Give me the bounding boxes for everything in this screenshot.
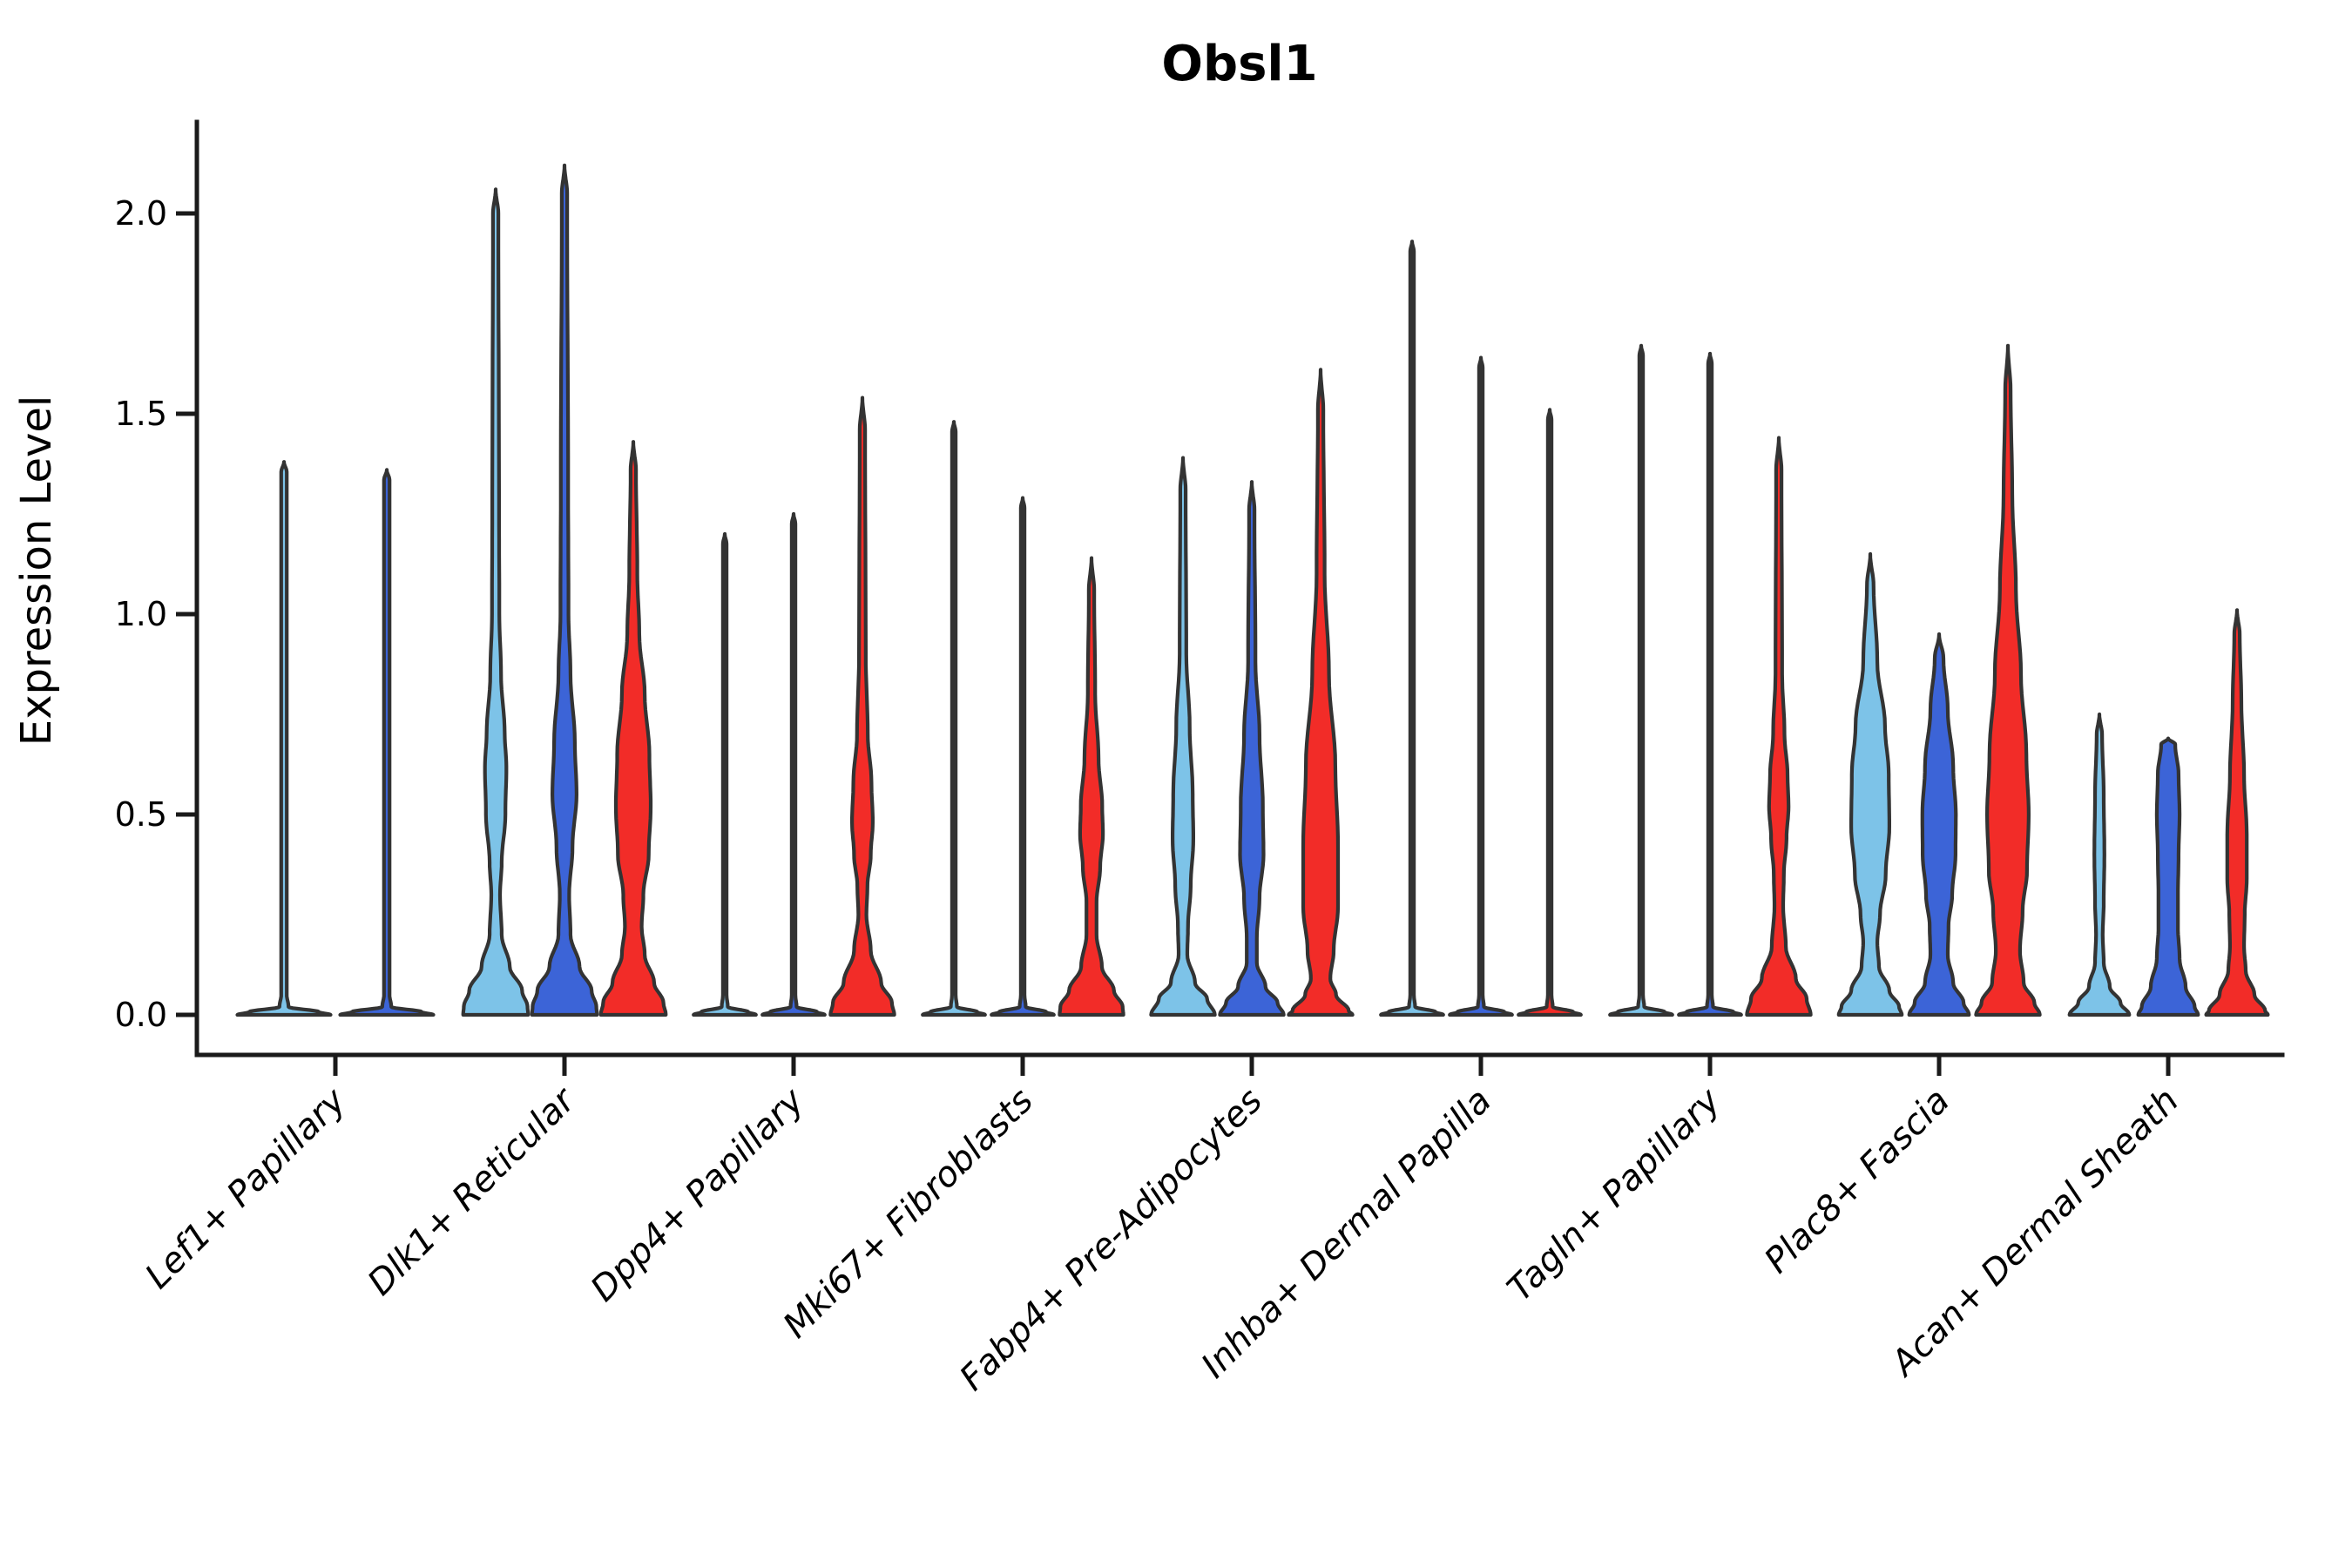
violin-dpp4-papillary-light-blue [692, 531, 758, 1017]
x-tick-label-mki67-fibroblasts: Mki67+ Fibroblasts [775, 1081, 1041, 1347]
y-tick-label-1.5: 1.5 [115, 395, 167, 433]
violin-tagln-papillary-red [1745, 436, 1813, 1017]
violin-dlk1-reticular-light-blue [461, 187, 531, 1017]
violin-dlk1-reticular-blue [530, 163, 599, 1017]
violin-plac8-fascia-light-blue [1836, 551, 1904, 1017]
violin-inhba-dermal-papilla-blue [1448, 355, 1514, 1017]
violin-lef1-papillary-blue [338, 468, 436, 1017]
violin-tagln-papillary-blue [1677, 351, 1743, 1017]
violin-dpp4-papillary-red [828, 395, 896, 1017]
y-tick-label-1.0: 1.0 [115, 595, 167, 633]
y-tick-label-0.5: 0.5 [115, 795, 167, 834]
violin-mki67-fibroblasts-blue [990, 496, 1056, 1017]
violin-plac8-fascia-red [1974, 343, 2042, 1017]
violin-group-layer [235, 163, 2270, 1017]
violin-fabp4-pre-adipocytes-red [1287, 368, 1355, 1017]
violin-tagln-papillary-light-blue [1608, 343, 1674, 1017]
violin-dpp4-papillary-blue [760, 511, 827, 1017]
x-tick-label-plac8-fascia: Plac8+ Fascia [1757, 1081, 1957, 1281]
violin-mki67-fibroblasts-light-blue [921, 420, 987, 1017]
x-tick-label-dpp4-papillary: Dpp4+ Papillary [584, 1080, 813, 1309]
violin-plac8-fascia-blue [1907, 632, 1971, 1017]
y-tick-label-2.0: 2.0 [115, 194, 167, 233]
violin-inhba-dermal-papilla-light-blue [1379, 240, 1445, 1017]
violin-dlk1-reticular-red [598, 440, 668, 1017]
violin-fabp4-pre-adipocytes-light-blue [1149, 456, 1217, 1017]
x-tick-label-dlk1-reticular: Dlk1+ Reticular [361, 1079, 585, 1303]
x-tick-label-tagln-papillary: Tagln+ Papillary [1500, 1080, 1729, 1309]
violin-inhba-dermal-papilla-red [1517, 408, 1583, 1017]
plot-title: Obsl1 [1161, 36, 1317, 92]
y-axis-label: Expression Level [12, 395, 61, 747]
violin-acan-dermal-sheath-light-blue [2067, 712, 2132, 1017]
violin-acan-dermal-sheath-red [2204, 608, 2270, 1017]
violin-fabp4-pre-adipocytes-blue [1218, 480, 1286, 1017]
y-tick-label-0.0: 0.0 [115, 996, 167, 1034]
violin-lef1-papillary-light-blue [235, 460, 333, 1017]
x-tick-label-lef1-papillary: Lef1+ Papillary [138, 1080, 355, 1297]
violin-mki67-fibroblasts-red [1058, 556, 1125, 1017]
violin-acan-dermal-sheath-blue [2136, 736, 2200, 1017]
